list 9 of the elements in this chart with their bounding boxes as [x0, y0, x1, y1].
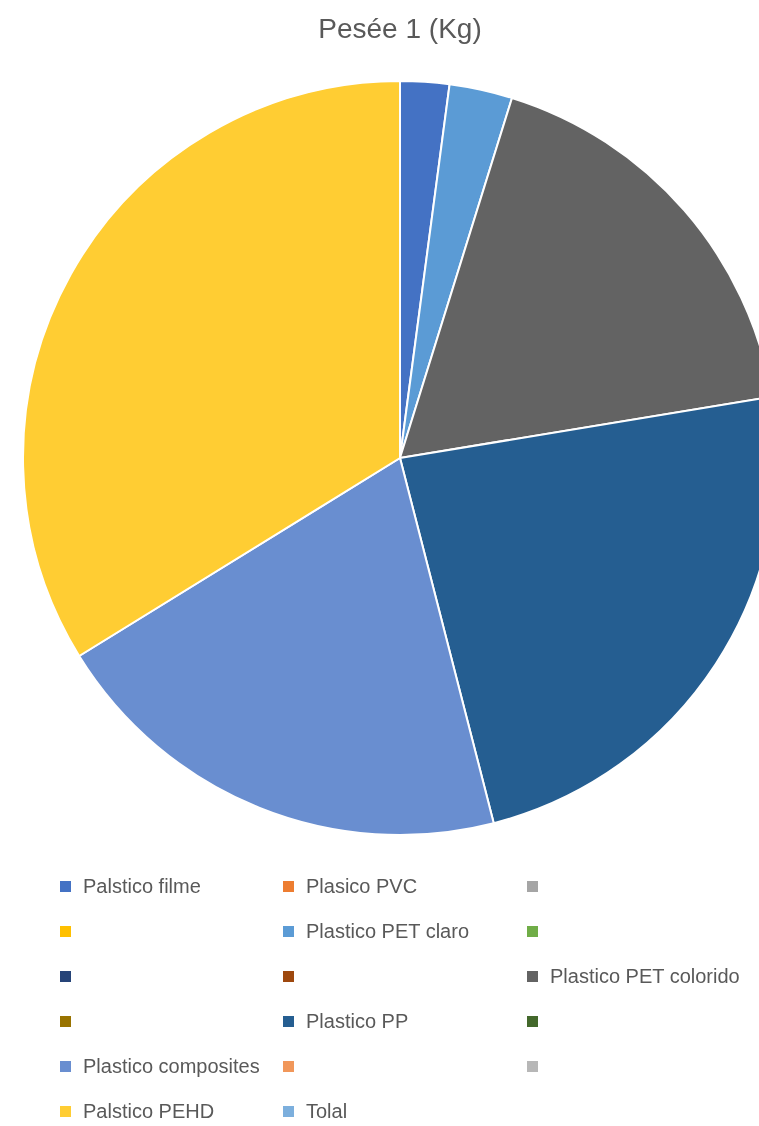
chart-title: Pesée 1 (Kg): [317, 12, 483, 46]
legend-label: Plasico PVC: [306, 874, 418, 898]
legend-label: Palstico PEHD: [83, 1099, 215, 1123]
legend-label: Plastico PP: [306, 1009, 409, 1033]
legend-label: Palstico filme: [83, 874, 201, 898]
legend-label: Tolal: [306, 1099, 348, 1123]
legend-label: Plastico PET colorido: [550, 964, 740, 988]
legend-label: Plastico composites: [83, 1054, 260, 1078]
legend-label: Plastico PET claro: [306, 919, 470, 943]
